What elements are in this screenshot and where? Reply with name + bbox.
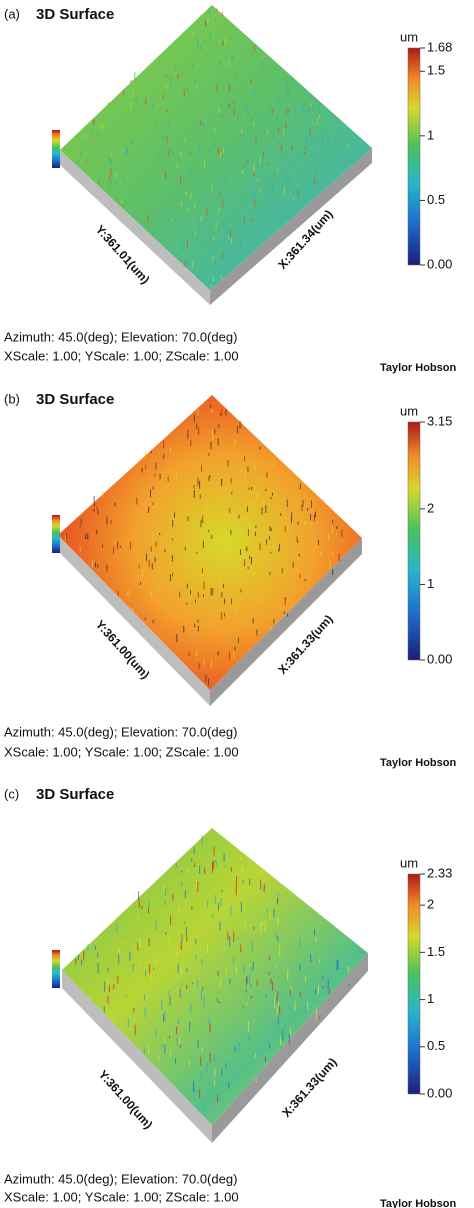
colorbar-tick-label: 1.68 (427, 39, 452, 54)
colorbar-tick-label: 1.5 (427, 63, 445, 78)
mini-colorbar (52, 130, 60, 168)
panel: (c) 3D Surface Y:361.00(um) X:361.33(um) um 0… (4, 786, 456, 1208)
mini-colorbar (52, 950, 60, 988)
colorbar-tick-label: 1.5 (427, 944, 445, 959)
colorbar (407, 873, 421, 1095)
colorbar-tick-label: 2 (427, 500, 434, 515)
view-info: Azimuth: 45.0(deg); Elevation: 70.0(deg) (4, 329, 237, 344)
view-info: Azimuth: 45.0(deg); Elevation: 70.0(deg) (4, 724, 237, 739)
colorbar (407, 47, 421, 266)
panel-title: 3D Surface (36, 786, 114, 803)
view-info: XScale: 1.00; YScale: 1.00; ZScale: 1.00 (4, 1189, 239, 1204)
colorbar-tick-label: 2 (427, 897, 434, 912)
colorbar-tick-label: 0.00 (427, 256, 452, 271)
y-axis-label: Y:361.00(um) (96, 1067, 156, 1131)
colorbar-tick-label: 1 (427, 576, 434, 591)
brand: Taylor Hobson (380, 1198, 456, 1208)
colorbar-unit: um (400, 29, 418, 44)
block-side-left (60, 150, 210, 305)
colorbar-tick-label: 1 (427, 991, 434, 1006)
block-side-right (210, 148, 372, 305)
mini-colorbar (52, 515, 60, 553)
view-info: XScale: 1.00; YScale: 1.00; ZScale: 1.00 (4, 348, 239, 363)
brand: Taylor Hobson (380, 362, 456, 374)
panel-label: (a) (4, 6, 20, 21)
view-info: Azimuth: 45.0(deg); Elevation: 70.0(deg) (4, 1171, 237, 1186)
block-side-right (212, 953, 368, 1143)
surface (60, 5, 372, 290)
block-side-right (210, 538, 362, 706)
colorbar-tick-label: 0.5 (427, 1038, 445, 1053)
view-info: XScale: 1.00; YScale: 1.00; ZScale: 1.00 (4, 744, 239, 759)
surface (62, 828, 368, 1125)
x-axis-label: X:361.33(um) (279, 1055, 339, 1120)
panel-label: (c) (4, 786, 19, 801)
colorbar-unit: um (400, 403, 418, 418)
colorbar-tick-label: 2.33 (427, 865, 452, 880)
colorbar-tick-label: 0.00 (427, 1085, 452, 1100)
panel-title: 3D Surface (36, 6, 114, 23)
surface (58, 395, 362, 690)
colorbar-tick-label: 0.00 (427, 651, 452, 666)
colorbar-tick-label: 3.15 (427, 413, 452, 428)
block-side-left (58, 535, 210, 706)
colorbar-tick-label: 1 (427, 127, 434, 142)
colorbar-unit: um (400, 855, 418, 870)
block-side-left (62, 970, 212, 1143)
colorbar (407, 421, 421, 661)
colorbar-tick-label: 0.5 (427, 192, 445, 207)
panel-title: 3D Surface (36, 391, 114, 408)
panel-label: (b) (4, 391, 20, 406)
brand: Taylor Hobson (380, 757, 456, 769)
